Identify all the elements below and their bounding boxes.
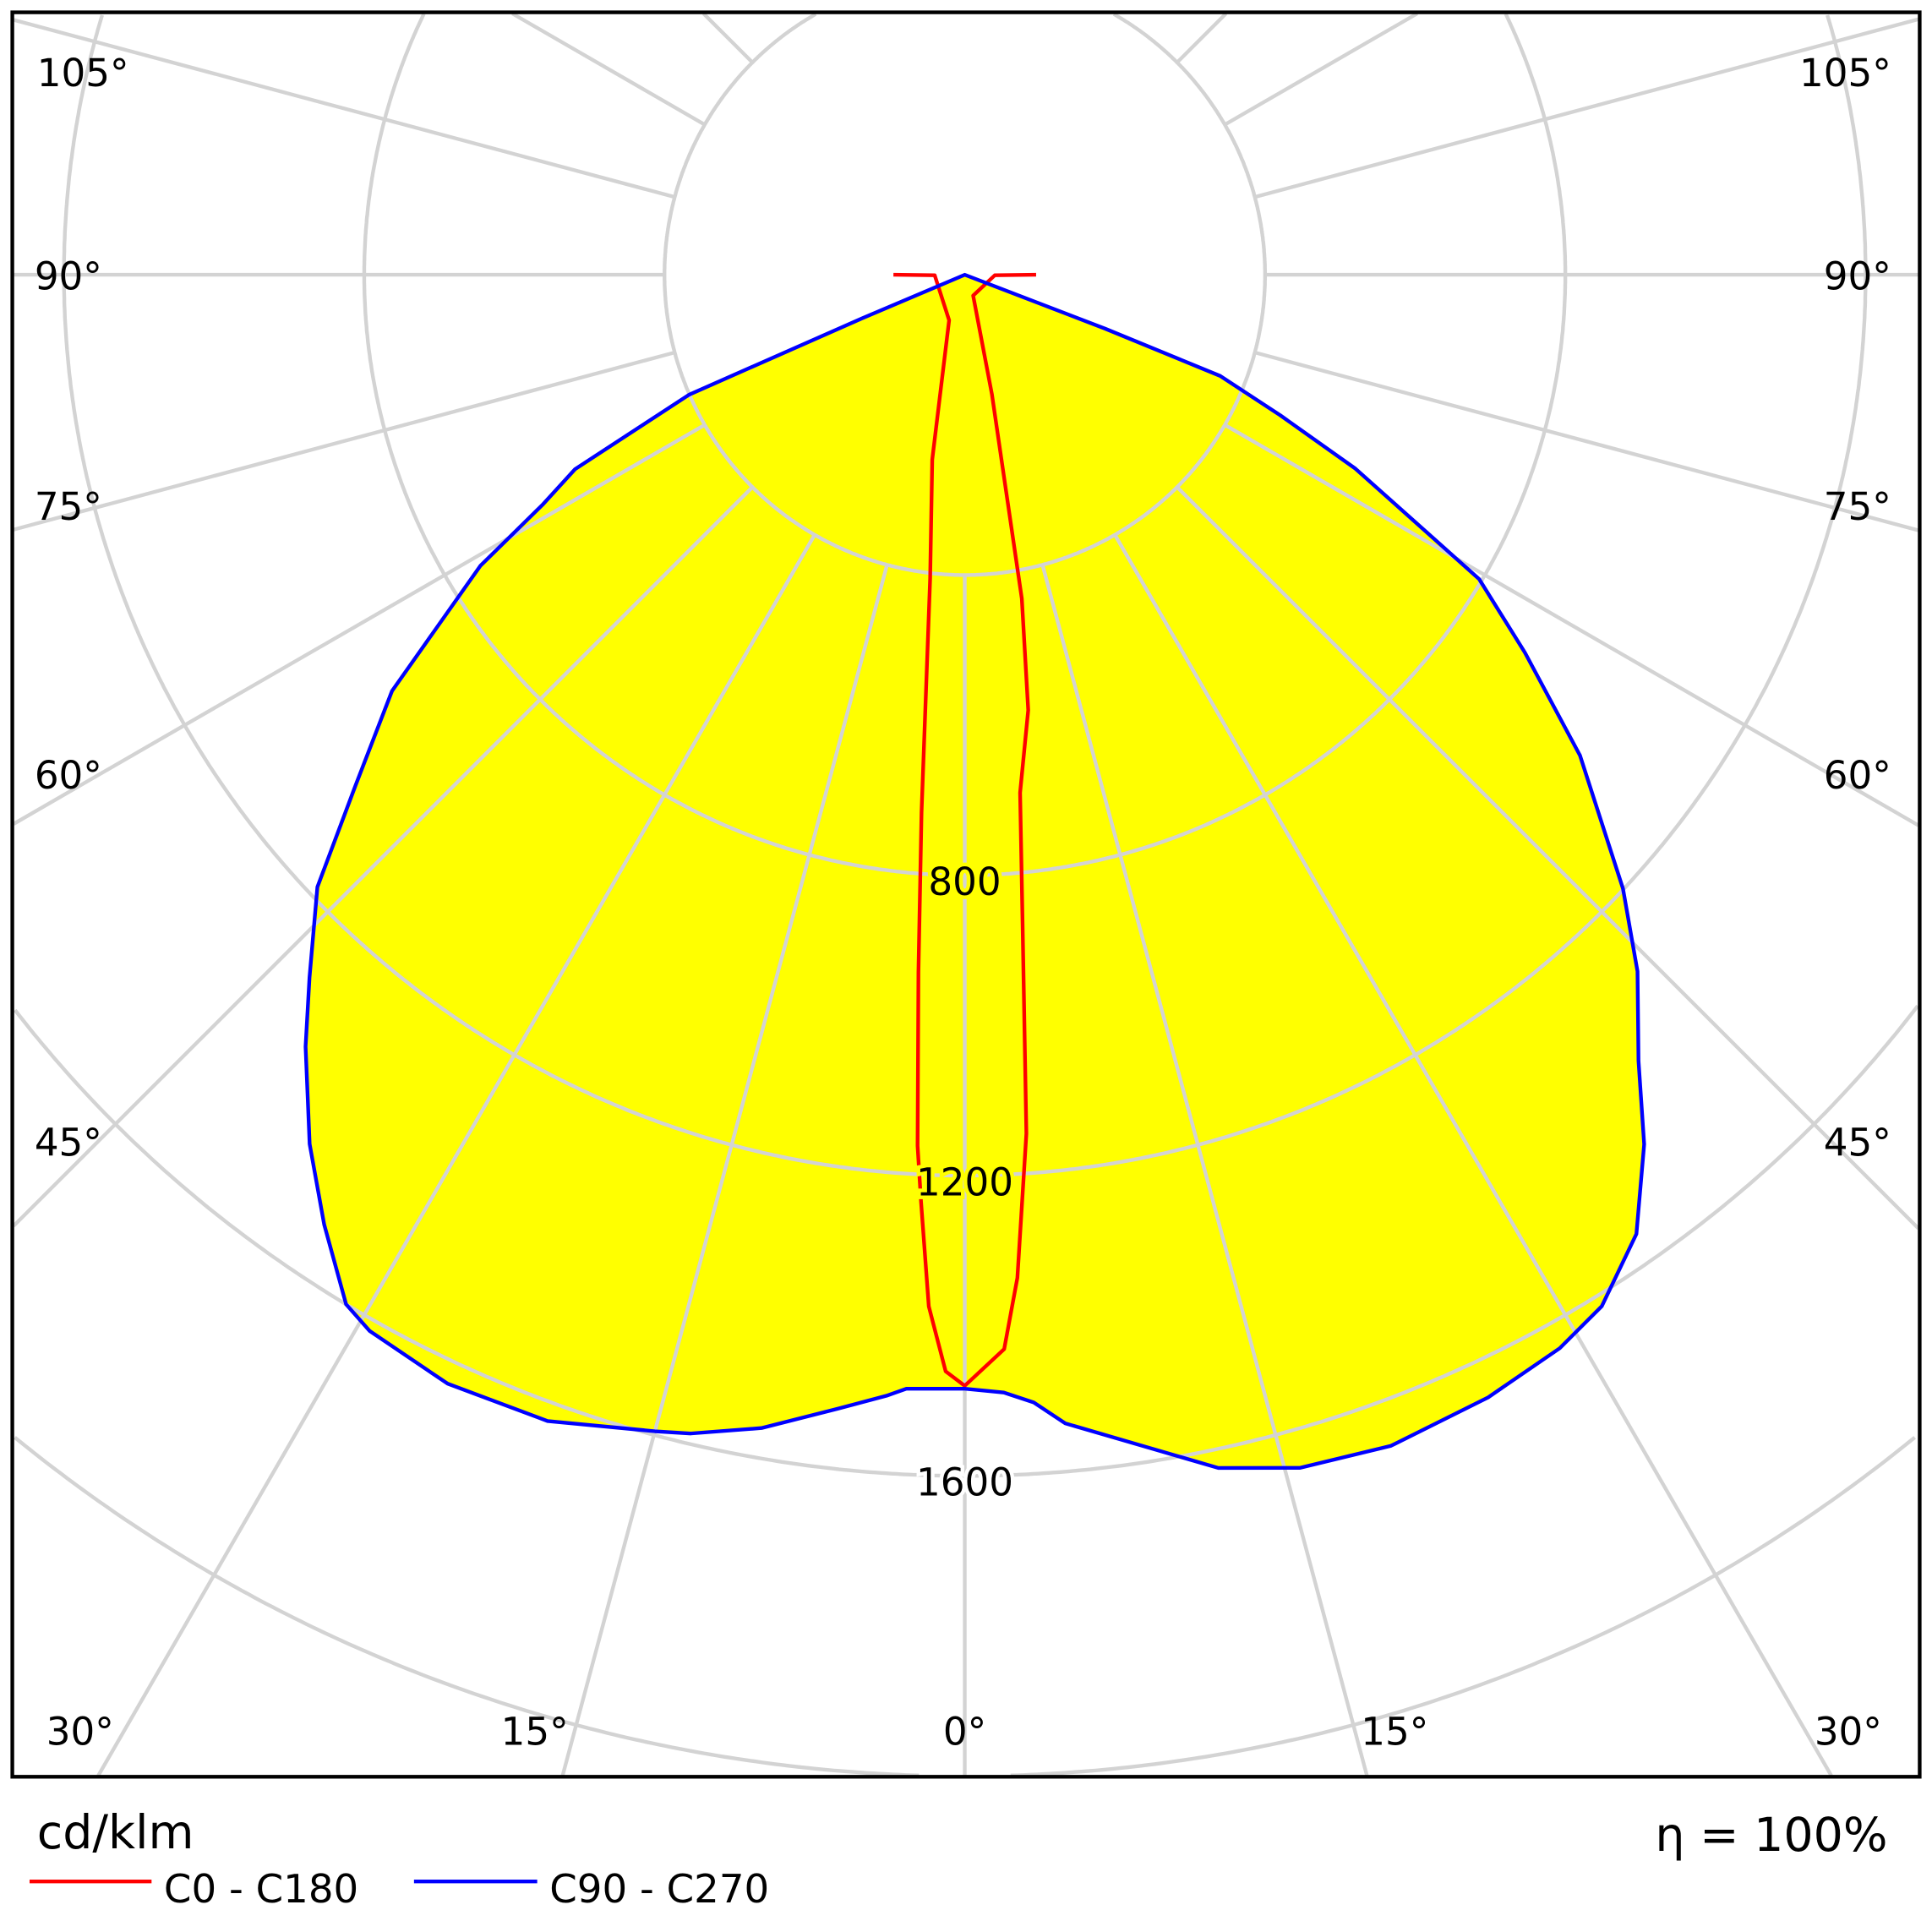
grid-circle-800 — [362, 13, 1568, 877]
grid-radial-315 — [12, 485, 754, 1228]
grid-radial-30 — [1113, 533, 1833, 1776]
grid-circle-1200 — [62, 14, 1868, 1178]
angle-label-0: 0° — [943, 1709, 986, 1754]
angle-label-60-right: 60° — [1824, 753, 1891, 798]
grid-radial-255 — [13, 18, 675, 199]
angle-label-15-left: 15° — [501, 1709, 569, 1754]
angle-label-105-left: 105° — [37, 51, 129, 96]
grid-radial-120 — [1224, 12, 1418, 127]
radial-label-800: 800 — [928, 860, 1001, 904]
grid-circle-2000 — [14, 1436, 1916, 1777]
grid-circle-1600 — [14, 1004, 1919, 1478]
grid-radial-15 — [1040, 564, 1369, 1776]
grid-radial-60 — [1224, 423, 1920, 827]
grid-radial-45 — [1176, 485, 1920, 1231]
angle-label-90-left: 90° — [35, 254, 102, 299]
angle-label-45-right: 45° — [1824, 1121, 1891, 1165]
grid-layer — [12, 12, 1920, 1777]
unit-label: cd/klm — [37, 1806, 194, 1860]
series-line-c0-c180 — [893, 272, 1036, 1388]
grid-radial-225 — [701, 12, 754, 64]
angle-label-75-right: 75° — [1824, 484, 1891, 529]
grid-radial-135 — [1176, 12, 1228, 64]
grid-radial-240 — [511, 12, 706, 127]
angle-label-30-left: 30° — [46, 1709, 114, 1754]
fill-layer — [305, 275, 1645, 1468]
legend: C0 - C180 C90 - C270 — [29, 1867, 769, 1913]
angle-label-90-right: 90° — [1824, 254, 1891, 299]
radial-label-1200: 1200 — [916, 1160, 1013, 1204]
legend-label-c90-c270: C90 - C270 — [549, 1867, 769, 1913]
angle-label-15-right: 15° — [1361, 1709, 1428, 1754]
series-layer — [303, 272, 1646, 1471]
grid-radial-75 — [1254, 350, 1919, 532]
angle-label-60-left: 60° — [35, 753, 102, 798]
grid-radial-285 — [13, 350, 675, 532]
angle-label-45-left: 45° — [35, 1121, 102, 1165]
legend-label-c0-c180: C0 - C180 — [164, 1867, 358, 1913]
grid-radial-330 — [96, 533, 816, 1776]
angle-label-30-right: 30° — [1815, 1709, 1882, 1754]
grid-radial-300 — [12, 423, 706, 826]
angle-label-105-right: 105° — [1799, 51, 1891, 96]
series-line-c90-c270 — [303, 272, 1646, 1471]
grid-radial-345 — [560, 564, 889, 1776]
angle-labels: 105° 105° 90° 90° 75° 75° 60° 60° 45° 45… — [35, 51, 1891, 1754]
plot-area: 800 1200 1600 — [12, 12, 1920, 1777]
radial-labels: 800 1200 1600 — [913, 856, 1018, 1509]
radial-label-1600: 1600 — [916, 1460, 1013, 1505]
series-fill-1 — [305, 275, 1645, 1468]
efficiency-label: η = 100% — [1655, 1809, 1887, 1863]
plot-frame — [10, 10, 1922, 1779]
grid-radial-105 — [1254, 17, 1919, 199]
angle-label-75-left: 75° — [35, 484, 102, 529]
